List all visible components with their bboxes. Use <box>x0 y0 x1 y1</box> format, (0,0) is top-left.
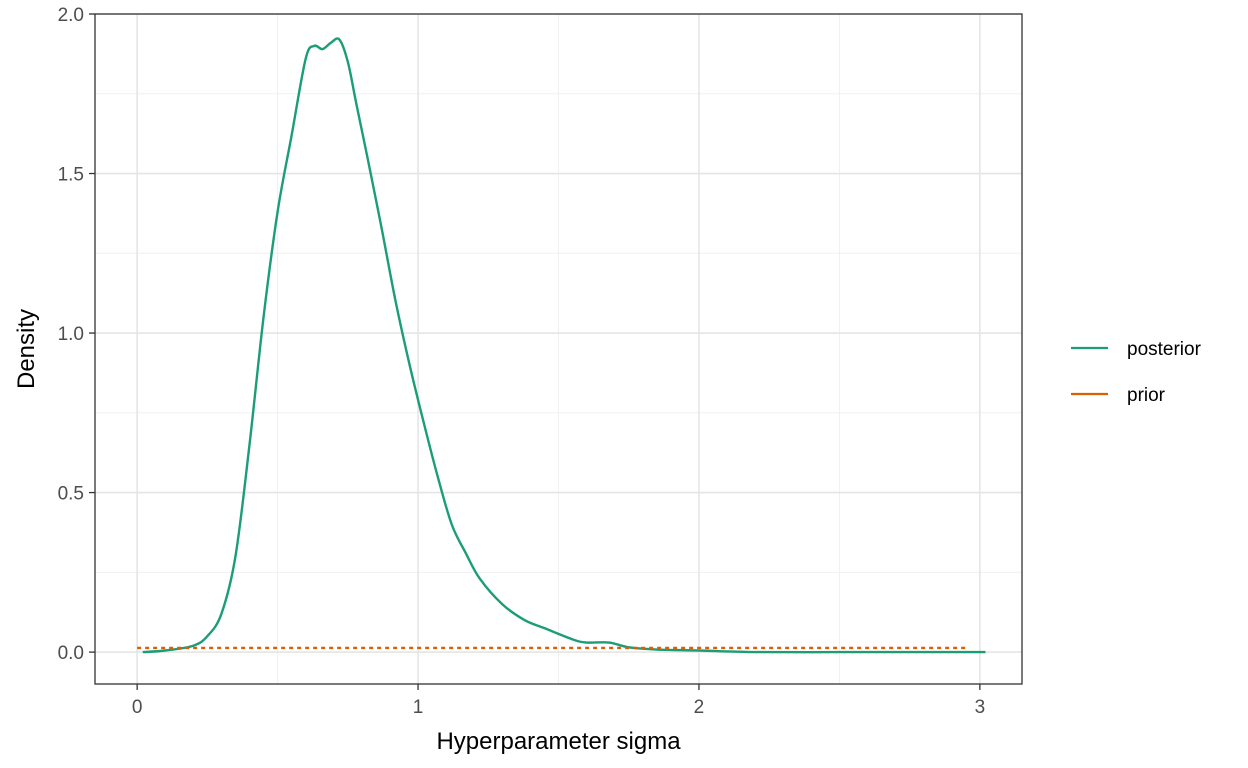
x-tick-label: 3 <box>975 697 986 718</box>
legend-label-posterior: posterior <box>1127 339 1202 360</box>
panel-border <box>94 13 1023 685</box>
y-tick-label: 1.5 <box>58 165 84 186</box>
y-tick-label: 2.0 <box>58 5 84 26</box>
axes: 0 1 2 3 0.0 0.5 1.0 1.5 2.0 <box>58 5 986 718</box>
x-tick-label: 0 <box>132 697 143 718</box>
y-tick-label: 0.0 <box>58 643 84 664</box>
legend: posterior prior <box>1071 339 1202 406</box>
series-line-posterior <box>142 37 986 654</box>
legend-label-prior: prior <box>1127 385 1166 406</box>
y-axis-title: Density <box>13 309 40 389</box>
y-tick-label: 1.0 <box>58 324 84 345</box>
x-tick-label: 2 <box>694 697 705 718</box>
x-tick-label: 1 <box>413 697 424 718</box>
x-axis-title: Hyperparameter sigma <box>436 728 681 755</box>
series-lines <box>137 37 986 654</box>
y-tick-label: 0.5 <box>58 484 84 505</box>
